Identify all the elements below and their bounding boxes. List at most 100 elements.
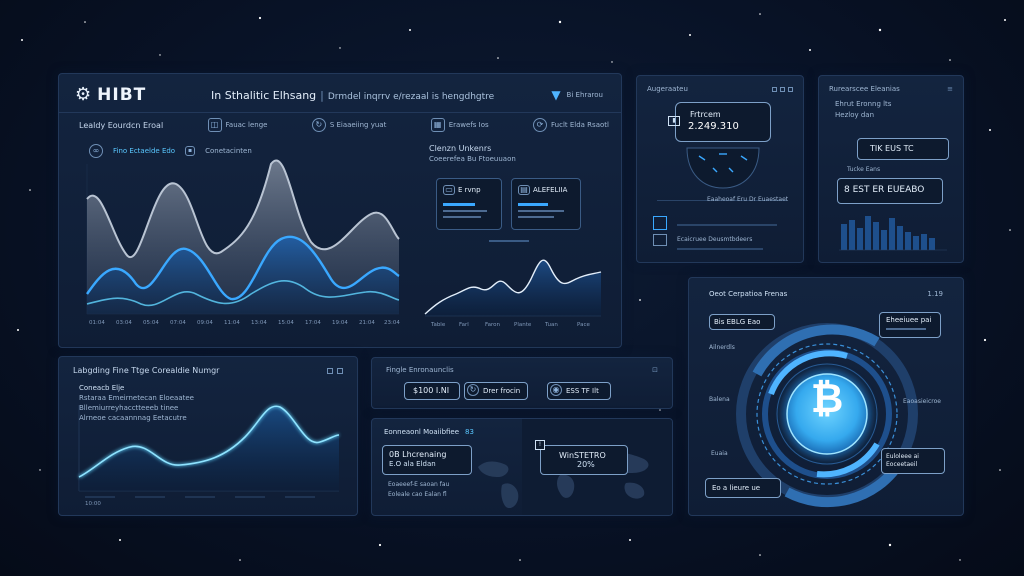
wallet-icon: ▭	[443, 185, 455, 195]
exchange-box-1[interactable]: TIK EUS TC	[857, 138, 949, 160]
grid-icon: ▦	[430, 118, 445, 132]
bitcoin-radial-visual	[736, 323, 918, 508]
market-info-line-1: 0B Lhcrenaing	[389, 450, 447, 459]
side-card-2-label: ALEFELIIA	[533, 186, 568, 194]
toolbar-item-3[interactable]: S Eiaaeiing yuat	[329, 121, 387, 129]
trading-line: Alrneoe cacaannnag Eetacutre	[79, 414, 187, 422]
filter-icon[interactable]: ▼	[551, 88, 561, 102]
main-chart-xtick: 23:04	[384, 320, 400, 326]
document-icon	[653, 216, 667, 230]
main-chart-xtick: 03:04	[116, 320, 132, 326]
finance-chip-3[interactable]: ◉ ESS TF Ilt	[547, 382, 611, 400]
main-dashboard-panel: ⚙ HIBT In Sthalitic Elhsang | Drmdel inq…	[58, 73, 622, 348]
main-chart-xtick: 05:04	[143, 320, 159, 326]
chart-settings-icon: ▪	[185, 146, 196, 156]
window-control-icon[interactable]	[788, 86, 793, 92]
header-right-label[interactable]: Bi Ehrarou	[566, 91, 603, 99]
crypto-chip-bottom-left[interactable]: Eo a lieure ue	[705, 478, 781, 498]
exchange-bar-chart	[839, 216, 947, 251]
refresh-icon: ↻	[467, 384, 479, 396]
expand-icon[interactable]	[327, 367, 333, 374]
settings-icon: ⟳	[533, 118, 548, 132]
toolbar-item-1[interactable]: Lealdy Eourdcn Eroal	[79, 120, 164, 130]
finance-chip-1[interactable]: $100 I.NI	[404, 382, 460, 400]
trading-line: Rstaraa Emeirnetecan Eloeaatee	[79, 394, 194, 402]
logo[interactable]: HIBT	[97, 84, 147, 105]
market-panel-tag: 83	[465, 428, 474, 436]
page-subtitle: Drmdel inqrrv e/rezaal is hengdhgtre	[327, 92, 495, 102]
crypto-chip-top-right[interactable]: Eheeiuee pai	[879, 312, 941, 338]
trading-panel: Labgding Fine Ttge Corealdie Numgr Conea…	[58, 356, 358, 516]
main-chart-xtick: 01:04	[89, 320, 105, 326]
map-value: 20%	[577, 460, 595, 469]
menu-icon[interactable]: ≡	[947, 85, 953, 93]
toolbar-item-5[interactable]: Fuclt Elda Rsaotl	[551, 121, 609, 129]
exchange-row: Ehrut Eronng lts	[835, 100, 892, 108]
volume-footer-1: Eaaheoaf Eru Dr Euaestaet	[707, 196, 789, 203]
volume-value: 2.249.310	[688, 121, 739, 132]
main-area-chart: 01:04 03:04 05:04 07:04 09:04 11:04 13:0…	[86, 159, 400, 326]
blue-series-area	[87, 236, 399, 314]
main-chart-xtick: 09:04	[197, 320, 213, 326]
finance-chip-2[interactable]: ↻ Drer frocin	[464, 382, 528, 400]
crypto-chip-bottom-right-label: Euloleee ai Eoceetaeil	[886, 453, 919, 468]
crypto-label-left-2: Balena	[709, 396, 730, 403]
alert-icon: !	[535, 440, 545, 450]
main-chart-xtick: 21:04	[359, 320, 375, 326]
main-chart-xtick: 13:04	[251, 320, 267, 326]
market-info-line-2: E.O ala Eldan	[389, 460, 436, 468]
lock-icon[interactable]: ⊡	[652, 366, 658, 374]
side-chart-xtick: Faron	[485, 322, 501, 328]
document-icon: ◫	[207, 118, 222, 132]
crypto-panel-title: Oeot Cerpatioa Frenas	[709, 290, 788, 298]
bitcoin-symbol[interactable]: ₿	[810, 376, 844, 422]
crypto-panel-corner: 1.19	[927, 290, 943, 298]
cyan-series-line	[86, 280, 400, 307]
crypto-panel: Oeot Cerpatioa Frenas 1.19 ₿ Bis EBLG Ea…	[688, 277, 964, 516]
trading-panel-title: Labgding Fine Ttge Corealdie Numgr	[73, 366, 220, 375]
market-map-panel: Eonneaonl Moaiibfiee 83 0B Lhcrenaing E.…	[371, 418, 673, 516]
volume-value-label: Frtrcem	[690, 110, 721, 119]
window-control-icon[interactable]	[772, 86, 777, 92]
crypto-chip-top-left[interactable]: Bis EBLG Eao	[709, 314, 775, 330]
map-value-box[interactable]: ! WinSTETRO 20%	[535, 440, 628, 475]
toolbar-item-4[interactable]: Erawefs Ios	[448, 121, 489, 129]
finance-chip-1-label: $100 I.NI	[413, 386, 450, 395]
market-info-line-3: Eoaeeef-E saoan fau	[388, 481, 450, 488]
exchange-box-2[interactable]: 8 EST ER EUEABO	[837, 178, 943, 204]
volume-value-box[interactable]: ▮ Frtrcem 2.249.310	[668, 102, 771, 142]
trading-line: Bllemiurreyhacctteeeb tinee	[79, 404, 179, 412]
gray-series-line	[86, 159, 400, 258]
market-info-box[interactable]: 0B Lhcrenaing E.O ala Eldan	[382, 445, 472, 475]
bank-icon: ▤	[518, 185, 530, 195]
trading-line-chart: 10:00	[78, 404, 340, 507]
crypto-chip-bottom-right[interactable]: Euloleee ai Eoceetaeil	[881, 448, 945, 474]
trading-line: Coneacb Elje	[79, 384, 125, 392]
volume-panel-header: Augeraateu	[647, 85, 688, 93]
side-chart-title: Clenzn Unkenrs	[429, 144, 492, 153]
side-chart-xtick: Tuan	[544, 322, 558, 328]
main-chart-xtick: 19:04	[332, 320, 348, 326]
chart-link-icon: ∞	[89, 144, 103, 158]
exchange-box-2-label: 8 EST ER EUEABO	[844, 185, 925, 195]
main-chart-xtick: 07:04	[170, 320, 186, 326]
coin-icon: ◉	[550, 384, 562, 396]
crypto-label-left-1: Ailnerdls	[709, 344, 735, 351]
close-icon[interactable]	[337, 367, 343, 374]
side-card-2[interactable]: ▤ ALEFELIIA	[511, 178, 581, 230]
coin-dial-icon	[686, 147, 760, 189]
toolbar-item-2[interactable]: Fauac lenge	[225, 121, 268, 129]
finance-chips-panel: Fingle Enronaunclis ⊡ $100 I.NI ↻ Drer f…	[371, 357, 673, 409]
volume-panel: Augeraateu ▮ Frtrcem 2.249.310 Eaaheoaf …	[636, 75, 804, 263]
exchange-panel-header: Rurearscee Eleanias	[829, 85, 900, 93]
side-card-1[interactable]: ▭ E rvnp	[436, 178, 502, 230]
side-area-chart: Table Farl Faron Plante Tuan Pace	[424, 259, 602, 328]
page-title: In Sthalitic Elhsang	[211, 89, 317, 102]
window-control-icon[interactable]	[780, 86, 785, 92]
crypto-label-left-3: Euaia	[711, 450, 728, 457]
side-chart-xtick: Farl	[459, 322, 469, 328]
side-card-1-label: E rvnp	[458, 186, 481, 194]
exchange-box-1-label: TIK EUS TC	[870, 144, 914, 153]
main-chart-xtick: 11:04	[224, 320, 240, 326]
